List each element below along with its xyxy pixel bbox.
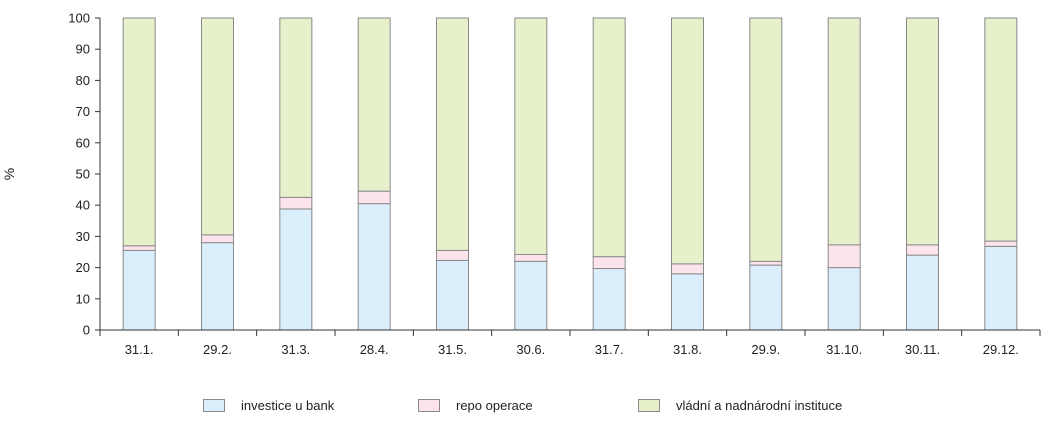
y-tick-label: 60 — [76, 135, 90, 150]
bar-segment-2-31-5 — [436, 249, 469, 261]
y-tick-label: 50 — [76, 167, 90, 182]
legend: investice u bank repo operace vládní a nad… — [0, 398, 1047, 418]
y-tick-label: 90 — [76, 42, 90, 57]
x-tick-label: 29.9. — [751, 342, 780, 357]
y-tick-label: 100 — [68, 11, 90, 26]
x-tick-label: 31.3. — [281, 342, 310, 357]
bar-segment-2-30-11 — [906, 244, 939, 256]
bar-segment-1-31-5 — [436, 259, 469, 331]
bar-segment-1-28-4 — [357, 203, 391, 331]
bar-segment-1-31-8 — [671, 273, 704, 331]
bar-segment-3-30-6 — [514, 17, 548, 255]
bar-segment-2-31-1 — [122, 245, 156, 251]
bar-segment-1-31-3 — [279, 208, 313, 331]
bar-segment-2-31-8 — [671, 263, 704, 275]
y-axis: 0 10 20 30 40 50 60 70 80 90 100 — [68, 11, 101, 338]
y-tick-label: 0 — [83, 323, 90, 338]
bar-segment-3-28-4 — [357, 17, 391, 192]
bar-segment-2-31-3 — [279, 196, 313, 210]
bar-segment-1-31-1 — [122, 249, 156, 331]
x-tick-label: 31.5. — [438, 342, 467, 357]
bar-segment-3-31-5 — [436, 17, 469, 251]
x-tick-label: 31.1. — [125, 342, 154, 357]
bar-segment-3-31-10 — [827, 17, 861, 246]
bar-segment-2-29-2 — [201, 234, 234, 244]
y-axis-label: % — [1, 168, 17, 180]
x-tick-label: 30.6. — [516, 342, 545, 357]
legend-item: vládní a nadnárodní instituce — [638, 398, 842, 413]
bar-segment-2-29-12 — [984, 240, 1018, 247]
bar-segment-1-29-9 — [749, 264, 783, 331]
x-axis: 31.1. 29.2. 31.3. 28.4. 31.5. 30.6. 31.7. 31.8.… — [99, 329, 1041, 357]
bar-segment-2-31-10 — [827, 244, 861, 269]
x-tick-label: 31.7. — [595, 342, 624, 357]
legend-swatch — [418, 399, 440, 412]
bar-segment-3-31-7 — [592, 17, 626, 258]
bar-segment-3-31-1 — [122, 17, 156, 247]
x-tick-label: 31.10. — [826, 342, 862, 357]
bar-segment-2-30-6 — [514, 253, 548, 262]
bar-segment-3-31-8 — [671, 17, 704, 265]
legend-item: repo operace — [418, 398, 533, 413]
legend-item: investice u bank — [203, 398, 334, 413]
y-tick-label: 20 — [76, 260, 90, 275]
bar-segment-3-29-12 — [984, 17, 1018, 242]
y-tick-label: 30 — [76, 229, 90, 244]
bar-segment-1-30-11 — [906, 254, 939, 331]
y-tick-label: 70 — [76, 104, 90, 119]
y-tick-label: 40 — [76, 198, 90, 213]
legend-label: investice u bank — [241, 398, 335, 413]
bar-segment-3-30-11 — [906, 17, 939, 246]
x-tick-label: 29.2. — [203, 342, 232, 357]
bar-segment-1-29-2 — [201, 242, 234, 331]
bar-segment-3-31-3 — [279, 17, 313, 198]
x-tick-label: 29.12. — [983, 342, 1019, 357]
bar-segment-2-31-7 — [592, 256, 626, 270]
x-tick-label: 28.4. — [360, 342, 389, 357]
bar-segment-1-29-12 — [984, 245, 1018, 331]
bar-segment-3-29-2 — [201, 17, 234, 236]
y-tick-label: 10 — [76, 291, 90, 306]
x-tick-label: 30.11. — [905, 342, 940, 357]
bar-segment-3-29-9 — [749, 17, 783, 262]
bars-group — [122, 17, 1018, 331]
bar-segment-2-29-9 — [749, 260, 783, 266]
bar-segment-1-31-10 — [827, 267, 861, 331]
y-tick-label: 80 — [76, 73, 90, 88]
legend-swatch — [203, 399, 225, 412]
legend-label: vládní a nadnárodní instituce — [676, 398, 843, 413]
bar-segment-2-28-4 — [357, 190, 391, 205]
legend-swatch — [638, 399, 660, 412]
bar-segment-1-31-7 — [592, 268, 626, 331]
stacked-bar-chart: % 0 10 20 30 40 50 60 70 80 90 100 31.1. 29.2. 31.3.… — [1, 11, 1041, 357]
bar-segment-1-30-6 — [514, 260, 548, 331]
legend-label: repo operace — [456, 398, 533, 413]
x-tick-label: 31.8. — [673, 342, 702, 357]
